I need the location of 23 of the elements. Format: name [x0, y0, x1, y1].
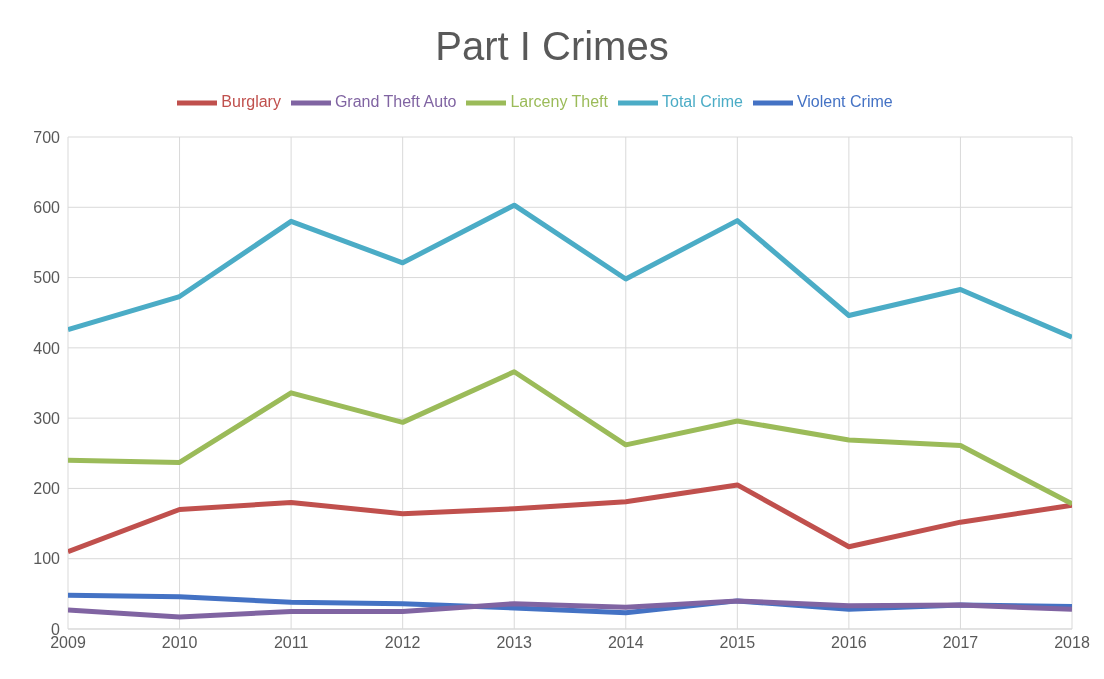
x-tick-label: 2011	[273, 634, 309, 652]
y-tick-label: 500	[33, 269, 61, 287]
x-tick-label: 2009	[50, 634, 86, 652]
x-tick-label: 2017	[942, 634, 979, 652]
y-tick-label: 700	[33, 128, 61, 146]
legend-label: Grand Theft Auto	[334, 93, 457, 111]
x-tick-label: 2014	[607, 634, 644, 652]
y-tick-label: 300	[33, 409, 61, 427]
y-tick-label: 400	[33, 339, 61, 357]
chart-title: Part I Crimes	[434, 24, 670, 69]
y-tick-label: 600	[33, 198, 61, 216]
legend-label: Total Crime	[662, 93, 743, 111]
x-tick-label: 2018	[1054, 634, 1090, 652]
x-tick-label: 2012	[384, 634, 421, 652]
legend-label: Burglary	[221, 93, 281, 111]
x-tick-label: 2010	[161, 634, 198, 652]
x-tick-label: 2016	[831, 634, 867, 652]
y-tick-label: 200	[33, 480, 61, 498]
y-tick-label: 100	[33, 550, 61, 568]
legend-label: Violent Crime	[796, 93, 893, 111]
x-tick-label: 2013	[496, 634, 533, 652]
x-tick-label: 2015	[719, 634, 756, 652]
legend-label: Larceny Theft	[510, 93, 609, 111]
